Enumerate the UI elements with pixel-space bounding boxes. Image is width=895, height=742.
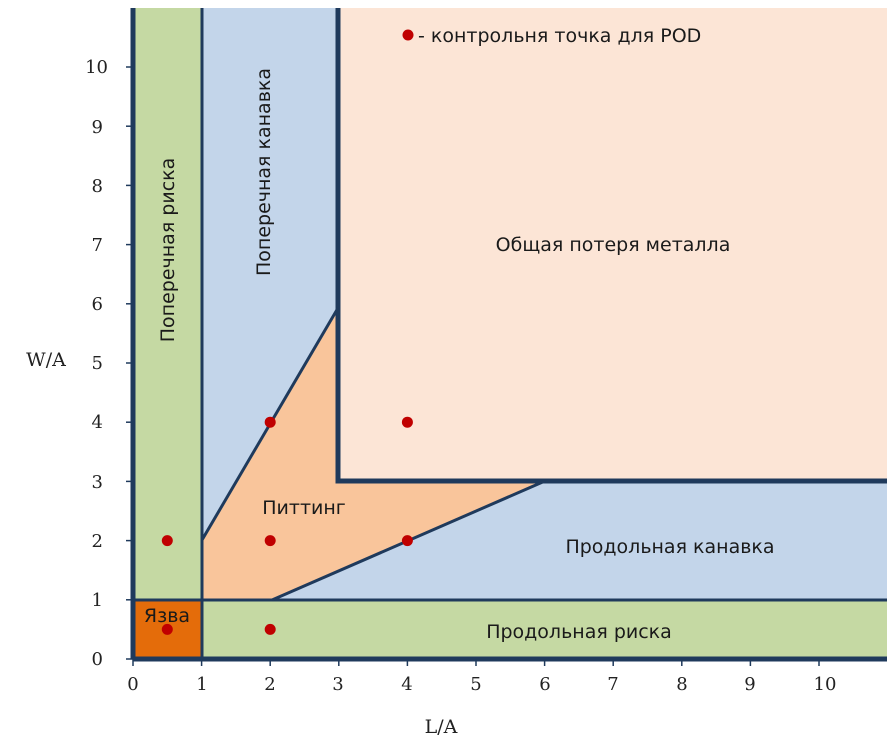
region-circumferential-slotting <box>133 8 202 600</box>
region-pitting <box>202 308 545 600</box>
region-axial-slotting <box>202 600 887 659</box>
legend-text: - контрольня точка для POD <box>418 25 701 47</box>
y-tick-label: 1 <box>92 590 103 611</box>
y-tick-label: 8 <box>92 176 103 197</box>
boundary-general-loss <box>335 8 887 484</box>
x-tick-label: 2 <box>264 674 275 695</box>
x-tick-label: 8 <box>676 674 687 695</box>
y-tick-label: 10 <box>85 57 108 78</box>
y-axis-label: W/A <box>26 349 66 371</box>
label-circumferential-slotting: Поперечная риска <box>157 158 179 343</box>
x-tick-labels: 0 1 2 3 4 5 6 7 8 9 10 <box>127 674 836 695</box>
tick-marks <box>126 66 820 666</box>
label-general-metal-loss: Общая потеря металла <box>496 234 731 256</box>
label-pinhole: Язва <box>144 605 190 627</box>
label-circumferential-groove: Поперечная канавка <box>253 68 275 276</box>
region-general-metal-loss <box>338 8 887 481</box>
y-tick-label: 4 <box>92 412 103 433</box>
y-tick-label: 6 <box>92 294 103 315</box>
x-tick-label: 3 <box>332 674 343 695</box>
label-pitting: Питтинг <box>262 497 346 519</box>
pod-control-point <box>161 623 173 635</box>
pod-control-point <box>264 623 276 635</box>
x-axis-label: L/A <box>425 716 458 738</box>
x-tick-label: 0 <box>127 674 138 695</box>
pod-control-point <box>161 535 173 547</box>
y-tick-labels: 0 1 2 3 4 5 6 7 8 9 10 <box>85 57 108 670</box>
region-axial-groove <box>272 481 887 600</box>
pod-control-point <box>401 535 413 547</box>
x-tick-label: 7 <box>607 674 618 695</box>
label-axial-groove: Продольная канавка <box>565 536 774 558</box>
pod-control-point <box>401 416 413 428</box>
pod-control-point <box>264 535 276 547</box>
pod-points <box>161 416 413 635</box>
boundaries <box>130 8 887 662</box>
y-tick-label: 3 <box>92 472 103 493</box>
legend-red-dot-icon <box>402 29 414 41</box>
legend: - контрольня точка для POD <box>402 25 701 47</box>
regions <box>133 8 887 659</box>
pod-control-point <box>264 416 276 428</box>
x-tick-label: 4 <box>401 674 412 695</box>
x-tick-label: 10 <box>814 674 837 695</box>
label-axial-slotting: Продольная риска <box>486 621 672 643</box>
x-tick-label: 6 <box>539 674 550 695</box>
y-tick-label: 0 <box>92 649 103 670</box>
y-tick-label: 9 <box>92 117 103 138</box>
region-circumferential-groove <box>202 8 338 540</box>
x-tick-label: 1 <box>196 674 207 695</box>
y-tick-label: 2 <box>92 531 103 552</box>
y-tick-label: 5 <box>92 353 103 374</box>
x-tick-label: 9 <box>744 674 755 695</box>
x-tick-label: 5 <box>470 674 481 695</box>
y-tick-label: 7 <box>92 235 103 256</box>
